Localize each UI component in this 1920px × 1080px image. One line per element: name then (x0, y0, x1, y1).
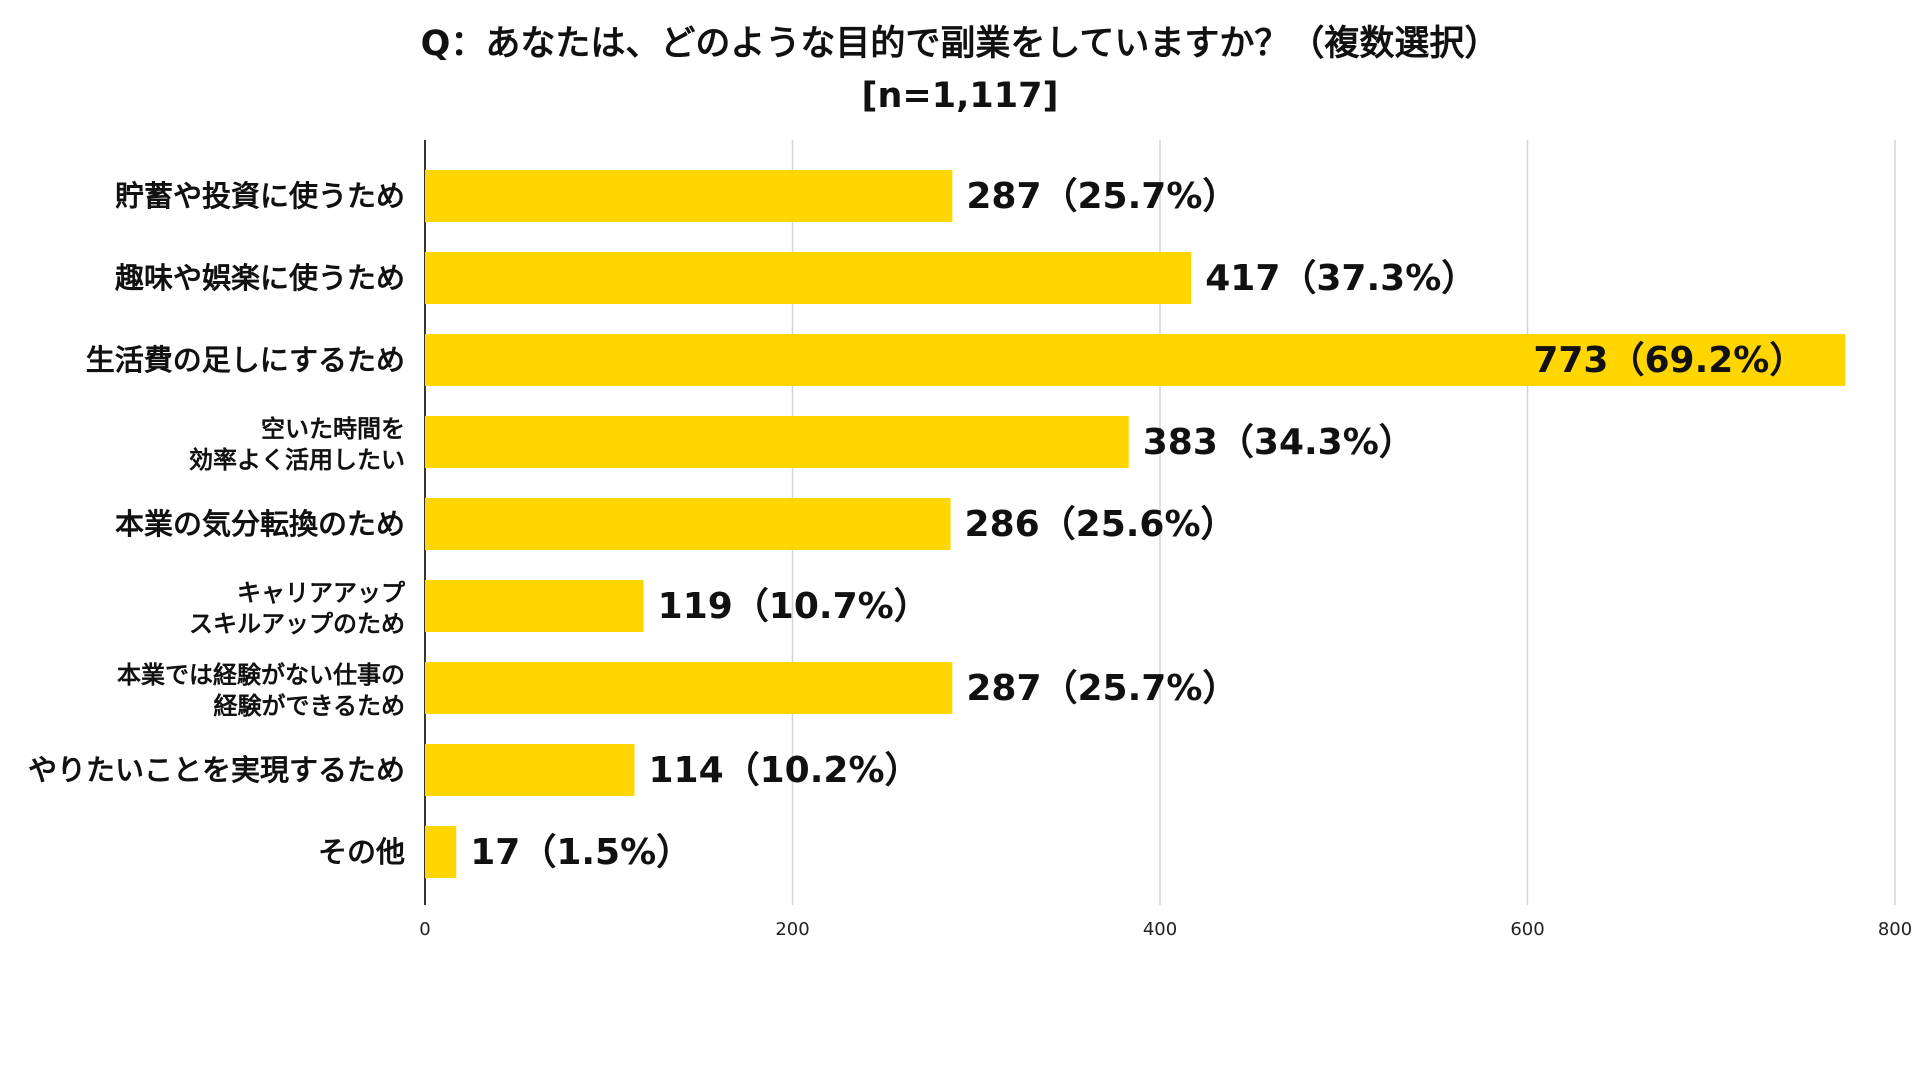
data-label: 773（69.2%） (1533, 340, 1805, 381)
category-label: キャリアアップ (237, 579, 406, 607)
data-label: 119（10.7%） (658, 586, 930, 627)
category-label: 本業では経験がない仕事の (117, 661, 405, 689)
category-label: やりたいことを実現するため (28, 753, 405, 787)
bar (425, 826, 457, 878)
x-tick-label: 0 (419, 919, 430, 940)
category-label: 生活費の足しにするため (86, 343, 405, 377)
data-label: 287（25.7%） (966, 176, 1238, 217)
bar (425, 744, 635, 796)
category-label: 空いた時間を (261, 415, 405, 443)
x-tick-label: 400 (1143, 919, 1177, 940)
category-label: 経験ができるため (213, 692, 405, 720)
bar (425, 334, 1846, 386)
data-label: 383（34.3%） (1143, 422, 1415, 463)
data-label: 417（37.3%） (1205, 258, 1477, 299)
data-label: 17（1.5%） (470, 832, 692, 873)
x-tick-label: 600 (1510, 919, 1544, 940)
category-label: その他 (318, 835, 405, 869)
title-question: Q：あなたは、どのような目的で副業をしていますか？（複数選択） (420, 24, 1500, 64)
category-label: スキルアップのため (189, 610, 405, 638)
chart-title: Q：あなたは、どのような目的で副業をしていますか？（複数選択） [n=1,117… (0, 18, 1920, 122)
data-label: 287（25.7%） (966, 668, 1238, 709)
category-label: 貯蓄や投資に使うため (115, 179, 405, 213)
data-label: 114（10.2%） (648, 750, 920, 791)
category-label: 効率よく活用したい (189, 446, 405, 474)
category-label: 趣味や娯楽に使うため (114, 261, 405, 295)
x-tick-label: 800 (1878, 919, 1912, 940)
bar (425, 252, 1192, 304)
bar (425, 498, 951, 550)
x-tick-label: 200 (775, 919, 809, 940)
bar (425, 580, 644, 632)
bar (425, 416, 1129, 468)
category-label: 本業の気分転換のため (115, 507, 405, 541)
bar (425, 662, 953, 714)
bar (425, 170, 953, 222)
data-label: 286（25.6%） (965, 504, 1237, 545)
title-sample-size: [n=1,117] (861, 76, 1059, 116)
